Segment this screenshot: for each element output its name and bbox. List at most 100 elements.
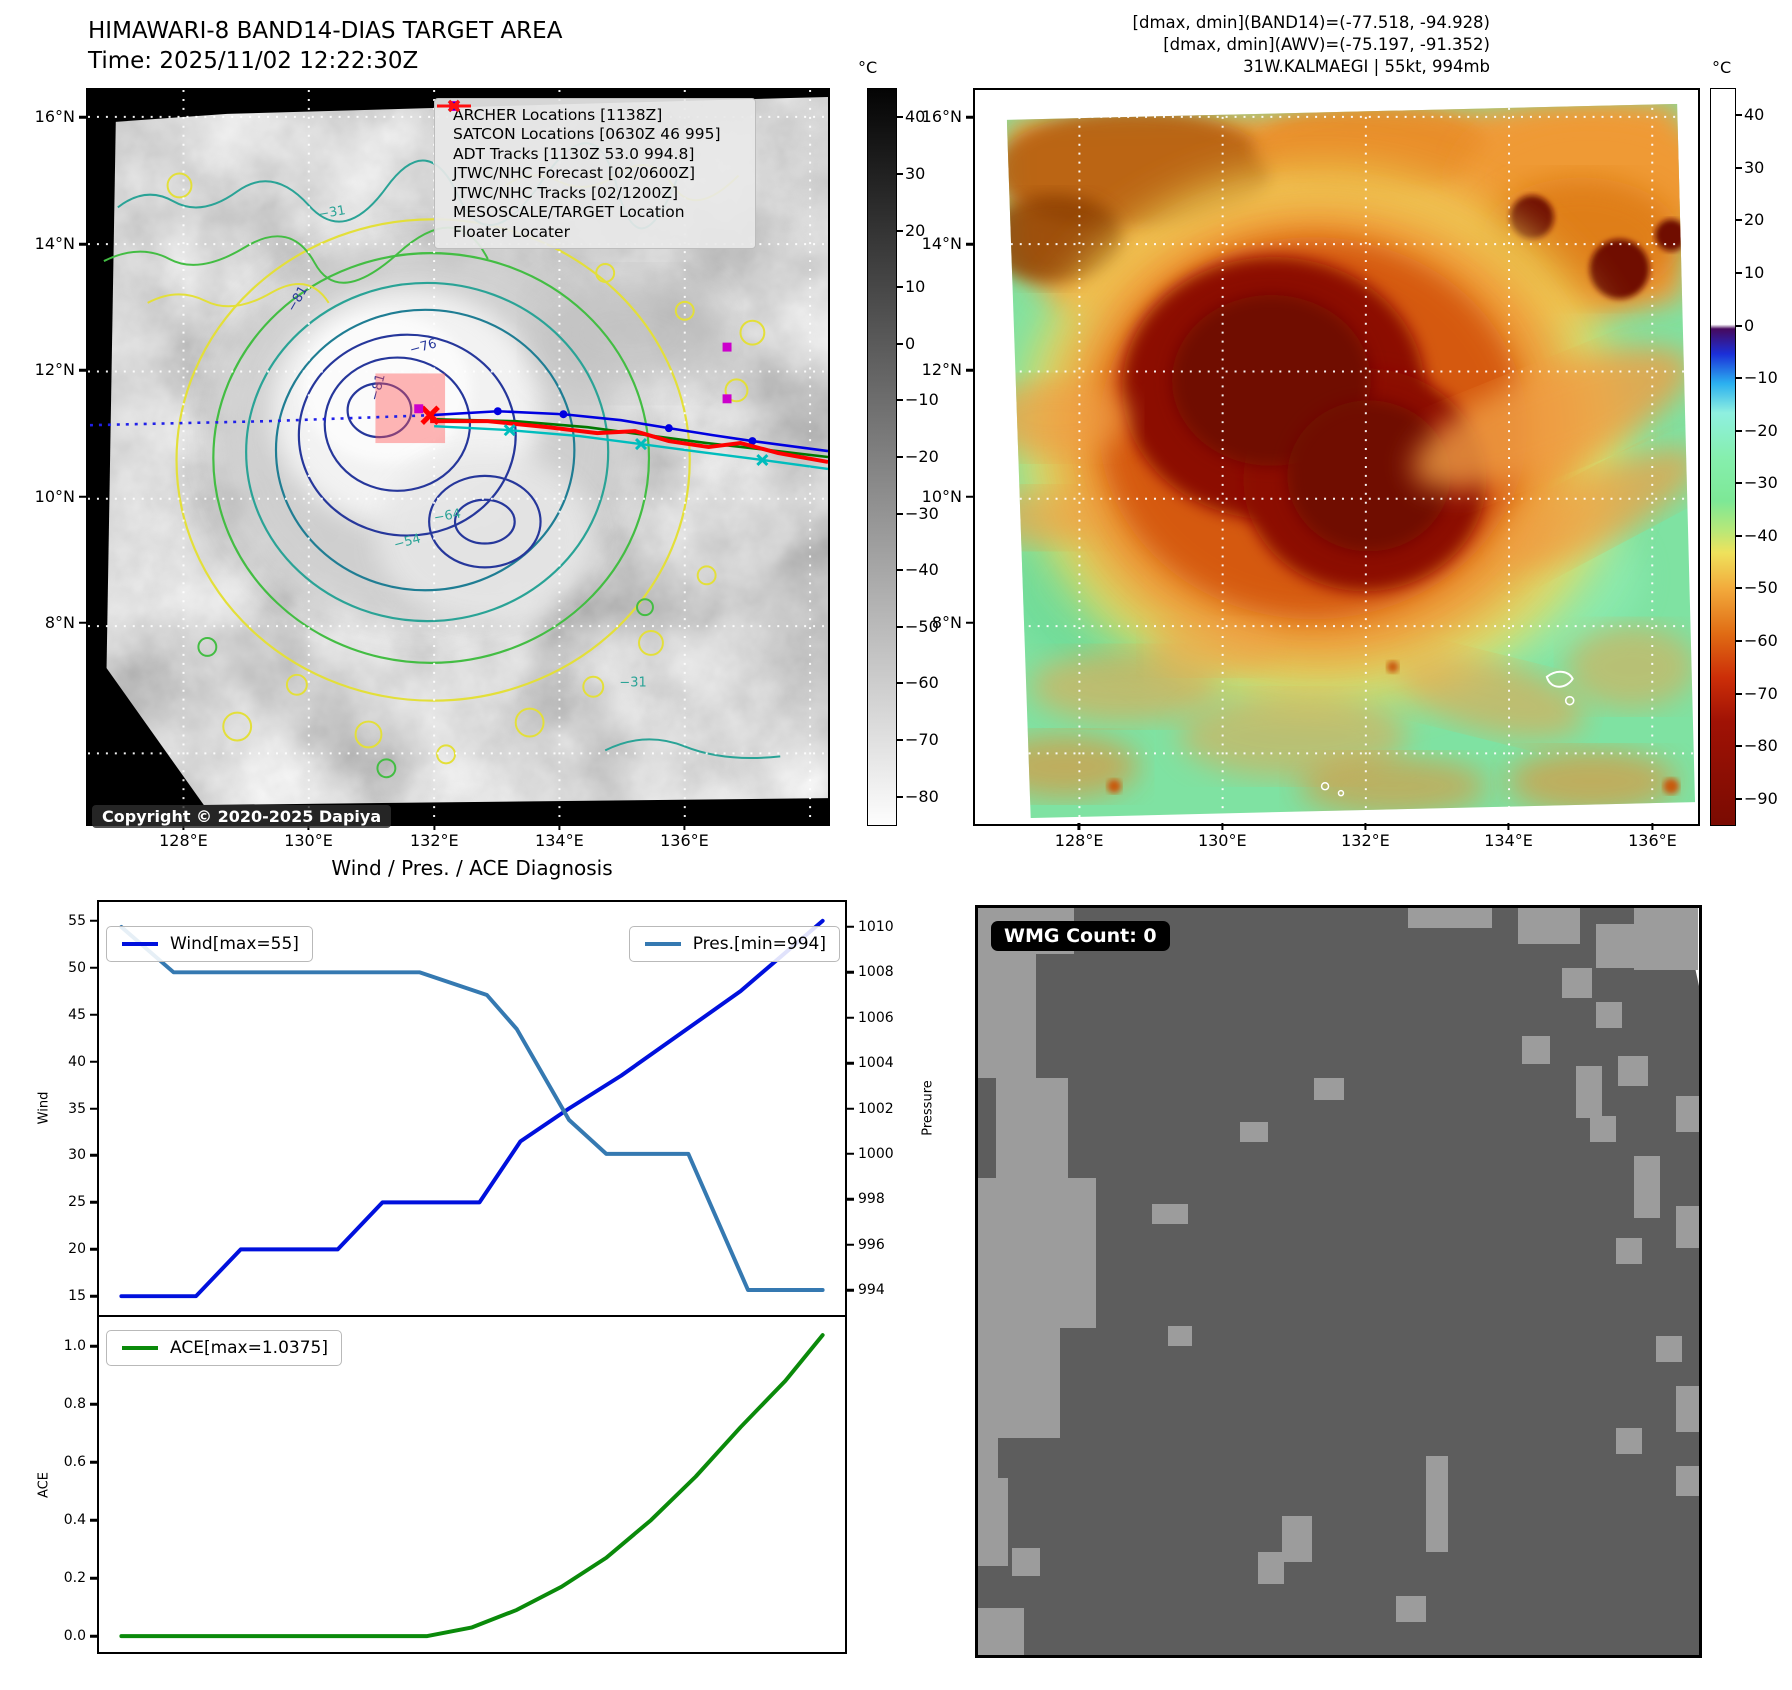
- wmg-data-patch: [1168, 1326, 1192, 1346]
- tick-label: 0: [1744, 315, 1755, 335]
- contour-value-labels: −31−81−76−81−64−54−31: [285, 203, 647, 691]
- copyright-text: Copyright © 2020-2025 Dapiya: [92, 805, 392, 828]
- tick-label: −20: [905, 447, 939, 466]
- tick-label: 1010: [858, 918, 894, 935]
- legend-item-label: JTWC/NHC Tracks [02/1200Z]: [453, 183, 679, 202]
- legend-item: Floater Locater: [437, 104, 745, 242]
- legend-item-label: Floater Locater: [453, 222, 570, 241]
- series-Pres.[min=994]: [119, 924, 825, 1293]
- tick-label: 1002: [858, 1100, 894, 1117]
- legend-item-label: JTWC/NHC Forecast [02/0600Z]: [453, 164, 696, 183]
- lat-tick-label: 12°N: [34, 360, 75, 380]
- tick-label: −70: [905, 730, 939, 750]
- tick-label: 30: [1744, 157, 1765, 177]
- tick-label: −70: [1744, 683, 1778, 703]
- tick-label: −90: [1744, 788, 1778, 808]
- series-ACE[max=1.0375]: [119, 1333, 825, 1639]
- pressure-legend: Pres.[min=994]: [628, 926, 840, 962]
- lat-tick-label: 16°N: [921, 107, 962, 127]
- legend-item-label: SATCON Locations [0630Z 46 995]: [453, 125, 721, 144]
- tick-label: 0.8: [63, 1396, 86, 1412]
- wmg-data-patch: [1426, 1456, 1448, 1552]
- tick-label: −40: [1744, 525, 1778, 545]
- lon-tick-label: 130°E: [1197, 831, 1247, 850]
- tick-label: 40: [1744, 105, 1765, 125]
- wmg-data-patch: [1634, 1156, 1660, 1218]
- tick-label: 996: [858, 1236, 885, 1253]
- wmg-data-patch: [1562, 968, 1592, 998]
- contour-label: −31: [317, 203, 346, 223]
- tick-label: 45: [68, 1006, 86, 1023]
- mesoscale-target-box: [375, 373, 446, 444]
- lon-tick-label: 128°E: [1054, 831, 1104, 850]
- tick-label: −20: [1744, 420, 1778, 440]
- tick-label: 35: [68, 1100, 86, 1117]
- ace-axis-label: ACE: [36, 1472, 52, 1498]
- lon-tick-label: 128°E: [159, 831, 208, 850]
- graticule: [975, 90, 1698, 824]
- tick-label: 25: [68, 1194, 86, 1211]
- wmg-data-patch: [1314, 1078, 1344, 1100]
- wmg-data-patch: [978, 954, 1036, 1078]
- tick-label: 0.2: [63, 1570, 86, 1587]
- tick-label: 0: [905, 333, 916, 353]
- tick-label: −60: [1744, 631, 1778, 650]
- tick-label: 20: [68, 1241, 86, 1258]
- awv-colorbar: 40 30 20 10 0 −10 −20 −30 −40 −50 −60 −70 −80 −90: [1710, 88, 1778, 826]
- track-lines: [89, 342, 828, 471]
- tick-label: 0.4: [63, 1512, 86, 1529]
- wind-pressure-plot-area: [119, 918, 825, 1299]
- wmg-data-patch: [1240, 1122, 1268, 1142]
- tick-label: 55: [68, 912, 86, 929]
- tick-label: 0.6: [63, 1454, 86, 1471]
- archer-markers: [414, 342, 732, 414]
- contour-label: −54: [392, 531, 422, 553]
- wmg-panel: WMG Count: 0: [975, 905, 1702, 1658]
- tick-label: 1008: [858, 964, 894, 981]
- tick-label: 994: [858, 1282, 885, 1299]
- lat-tick-label: 12°N: [921, 360, 962, 380]
- wmg-data-patch: [978, 1478, 1008, 1566]
- tick-label: 1.0: [63, 1338, 86, 1354]
- lon-tick-label: 136°E: [1628, 831, 1677, 850]
- wmg-data-patch: [1012, 1548, 1040, 1576]
- tick-label: −50: [905, 616, 939, 636]
- tick-label: −10: [905, 390, 939, 410]
- target-x-marker: [420, 405, 440, 425]
- map-legend: ARCHER Locations [1138Z] SATCON Locations…: [434, 98, 756, 249]
- wmg-data-patch: [996, 1078, 1068, 1178]
- ir-temperature-contours: [175, 218, 691, 702]
- wmg-data-patch: [1408, 908, 1492, 928]
- tick-label: −80: [905, 786, 939, 806]
- lon-tick-label: 130°E: [284, 831, 333, 850]
- diagnosis-title: Wind / Pres. / ACE Diagnosis: [331, 856, 613, 880]
- lat-tick-label: 8°N: [44, 612, 75, 632]
- wmg-data-patch: [1676, 1206, 1699, 1248]
- wmg-data-patch: [1634, 908, 1698, 970]
- tick-label: 0.0: [63, 1628, 86, 1645]
- contour-label: −64: [433, 506, 462, 526]
- lat-tick-label: 10°N: [921, 486, 962, 506]
- wmg-data-patch: [1396, 1596, 1426, 1622]
- ace-chart: 1.0 0.8 0.6 0.4 0.2 0.0: [64, 1315, 847, 1654]
- tick-label: 30: [68, 1147, 86, 1164]
- tick-label: 15: [68, 1288, 86, 1305]
- wind-legend: Wind[max=55]: [106, 926, 313, 962]
- lat-tick-label: 14°N: [34, 234, 75, 254]
- band14-time: Time: 2025/11/02 12:22:30Z: [88, 48, 419, 74]
- tick-label: 30: [905, 163, 926, 183]
- wmg-data-patch: [1618, 1056, 1648, 1086]
- satcon-markers: [503, 424, 769, 467]
- tick-label: −60: [905, 673, 939, 693]
- tick-label: −80: [1744, 736, 1778, 756]
- awv-colorbar-title: °C: [1712, 58, 1732, 77]
- wmg-data-patch: [1576, 1066, 1602, 1118]
- pressure-legend-label: Pres.[min=994]: [692, 934, 826, 954]
- jtwc-track-line: [430, 409, 828, 453]
- lon-tick-label: 132°E: [1341, 831, 1390, 850]
- lat-tick-label: 10°N: [34, 486, 75, 506]
- band14-map: −31 −81 −76 −81 −64 −54 −31: [35, 88, 830, 849]
- island-outlines: [1320, 670, 1575, 797]
- legend-item-label: ARCHER Locations [1138Z]: [453, 105, 663, 124]
- wmg-data-patch: [1152, 1204, 1188, 1224]
